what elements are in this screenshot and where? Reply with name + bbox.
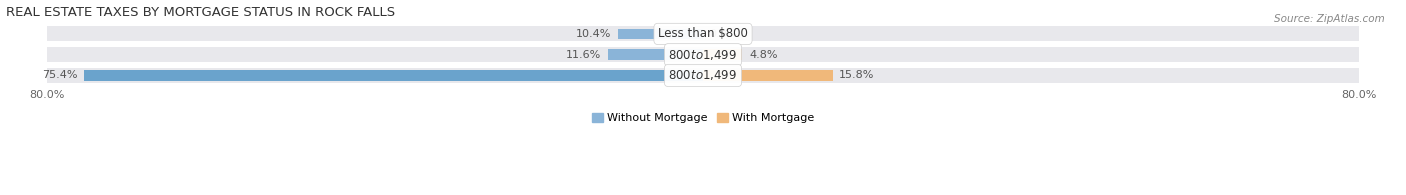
Text: Less than $800: Less than $800 bbox=[658, 27, 748, 40]
Text: $800 to $1,499: $800 to $1,499 bbox=[668, 68, 738, 82]
Text: 10.4%: 10.4% bbox=[575, 29, 612, 39]
Text: 4.8%: 4.8% bbox=[749, 50, 778, 60]
Text: 75.4%: 75.4% bbox=[42, 70, 77, 81]
Text: 0.0%: 0.0% bbox=[710, 29, 738, 39]
Bar bbox=[703, 70, 832, 81]
Text: Source: ZipAtlas.com: Source: ZipAtlas.com bbox=[1274, 14, 1385, 24]
Bar bbox=[703, 49, 742, 60]
Text: $800 to $1,499: $800 to $1,499 bbox=[668, 48, 738, 62]
Bar bbox=[84, 70, 703, 81]
Text: 15.8%: 15.8% bbox=[839, 70, 875, 81]
Bar bbox=[46, 27, 1360, 41]
Bar bbox=[46, 68, 1360, 83]
Bar bbox=[617, 28, 703, 39]
Legend: Without Mortgage, With Mortgage: Without Mortgage, With Mortgage bbox=[588, 109, 818, 128]
Text: 11.6%: 11.6% bbox=[567, 50, 602, 60]
Bar bbox=[46, 47, 1360, 62]
Text: REAL ESTATE TAXES BY MORTGAGE STATUS IN ROCK FALLS: REAL ESTATE TAXES BY MORTGAGE STATUS IN … bbox=[6, 5, 395, 19]
Bar bbox=[607, 49, 703, 60]
